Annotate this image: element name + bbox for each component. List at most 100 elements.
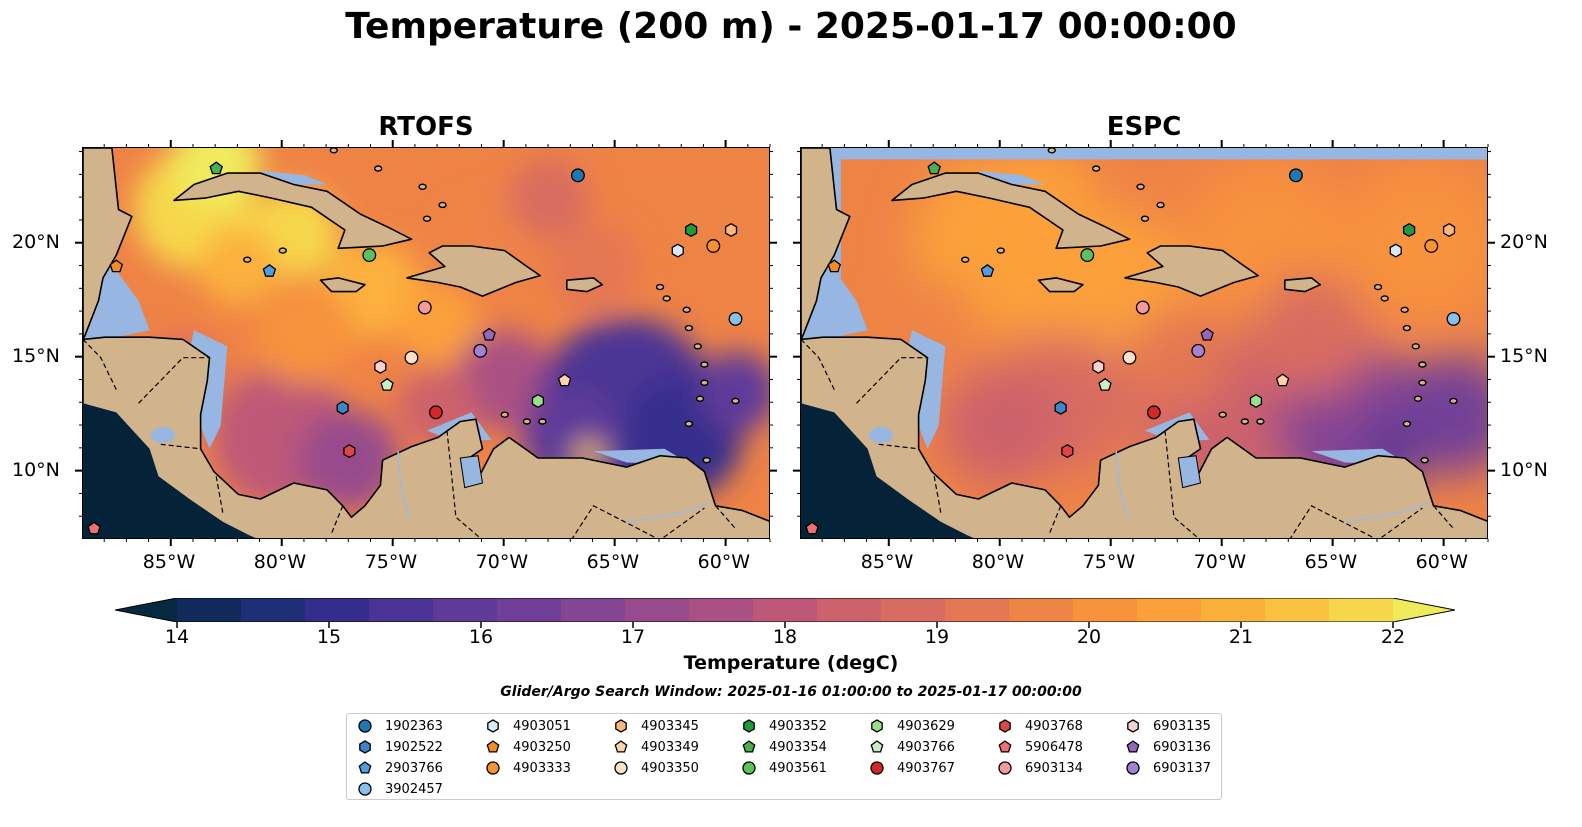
legend-marker-icon <box>358 761 372 774</box>
float-marker-1902363 <box>570 168 585 183</box>
legend-item: 4903768 <box>997 717 1083 735</box>
small-island <box>1380 295 1389 302</box>
legend-item: 4903354 <box>741 738 827 756</box>
colorbar <box>114 597 1456 623</box>
colorbar-tick-mark <box>784 622 786 628</box>
lat-tick-label: 15°N <box>12 344 60 367</box>
river <box>626 502 710 523</box>
small-island <box>243 256 252 263</box>
small-island <box>655 283 665 291</box>
legend-marker-icon <box>487 719 499 733</box>
colorbar-bin <box>497 598 562 622</box>
lon-tick-label: 65°W <box>586 551 640 573</box>
float-marker-4903354 <box>209 161 223 175</box>
colorbar-extend-low <box>115 598 177 622</box>
float-marker-1902363 <box>1288 168 1303 183</box>
lake-maracaibo <box>1177 455 1202 489</box>
land-mexico <box>83 148 133 341</box>
legend-marker-icon <box>486 761 500 775</box>
lon-tick-label: 85°W <box>860 551 914 573</box>
lat-tick-label: 10°N <box>12 458 60 481</box>
lake-nicaragua <box>868 427 893 444</box>
legend-label: 4903766 <box>897 739 955 755</box>
colorbar-tick-label: 15 <box>316 626 342 648</box>
country-border <box>878 443 919 450</box>
float-marker-4903345 <box>1442 222 1456 238</box>
colorbar-bin <box>241 598 306 622</box>
legend-marker-icon <box>358 719 372 733</box>
colorbar-bin <box>689 598 754 622</box>
lon-tick-label: 60°W <box>697 551 751 573</box>
small-island <box>996 247 1005 254</box>
pacific-ocean <box>83 403 256 538</box>
colorbar-tick-mark <box>1088 622 1090 628</box>
colorbar-tick-mark <box>328 622 330 628</box>
legend-marker-icon <box>1127 719 1139 733</box>
small-island <box>418 183 427 190</box>
country-border <box>933 476 942 513</box>
legend-label: 4903345 <box>641 718 699 734</box>
legend-item: 4903051 <box>485 717 571 735</box>
country-border <box>331 505 344 534</box>
float-marker-4903561 <box>1080 248 1095 263</box>
map-panel-rtofs <box>82 147 770 539</box>
small-island <box>1402 420 1412 427</box>
small-island <box>1156 201 1165 209</box>
small-island <box>1140 215 1150 222</box>
float-marker-4903051 <box>671 243 684 258</box>
legend-label: 4903349 <box>641 739 699 755</box>
lat-tick-label: 20°N <box>1500 230 1548 253</box>
small-island <box>695 395 705 402</box>
small-island <box>1136 183 1145 190</box>
small-island <box>1402 324 1412 332</box>
legend-label: 3902457 <box>385 781 443 797</box>
float-marker-5906478 <box>87 521 101 535</box>
small-island <box>1256 418 1265 425</box>
colorbar-tick-label: 19 <box>924 626 950 648</box>
colorbar-bin <box>369 598 434 622</box>
small-island <box>329 148 338 154</box>
small-island <box>700 379 709 386</box>
colorbar-bin <box>1137 598 1202 622</box>
colorbar-bin <box>561 598 626 622</box>
country-border <box>138 357 210 404</box>
legend-item: 1902363 <box>357 717 443 735</box>
colorbar-bin <box>433 598 498 622</box>
country-border <box>801 338 835 390</box>
map-panel-espc <box>800 147 1488 539</box>
legend-marker-icon <box>998 761 1012 775</box>
legend-item: 6903137 <box>1125 759 1211 777</box>
small-island <box>522 418 532 425</box>
legend-label: 1902363 <box>385 718 443 734</box>
lon-tick-label: 85°W <box>142 551 196 573</box>
float-marker-3902457 <box>1446 311 1461 326</box>
legend-marker-icon <box>743 719 755 733</box>
land-puertorico <box>565 277 604 293</box>
land-central <box>83 336 769 538</box>
lake-nicaragua <box>150 427 175 444</box>
colorbar-tick-label: 18 <box>772 626 798 648</box>
float-marker-1902522 <box>1054 400 1067 415</box>
colorbar-bin <box>1201 598 1266 622</box>
legend-label: 2903766 <box>385 760 443 776</box>
panel-title-espc: ESPC <box>1106 112 1182 142</box>
small-island <box>1411 343 1420 350</box>
float-marker-4903250 <box>827 259 842 273</box>
small-island <box>278 247 287 254</box>
legend-item: 4903629 <box>869 717 955 735</box>
small-island <box>1091 165 1101 172</box>
legend-label: 4903350 <box>641 760 699 776</box>
colorbar-bin <box>1329 598 1394 622</box>
small-island <box>373 165 383 172</box>
land-mexico <box>801 148 851 341</box>
lake-maracaibo <box>459 455 484 489</box>
legend-item: 2903766 <box>357 759 443 777</box>
colorbar-tick-label: 22 <box>1380 626 1406 648</box>
legend-item: 4903767 <box>869 759 955 777</box>
small-island <box>1373 283 1383 291</box>
legend-label: 4903768 <box>1025 718 1083 734</box>
legend-label: 6903137 <box>1153 760 1211 776</box>
lon-tick-label: 75°W <box>1082 551 1136 573</box>
legend-marker-icon <box>999 719 1011 733</box>
small-island <box>731 397 740 405</box>
